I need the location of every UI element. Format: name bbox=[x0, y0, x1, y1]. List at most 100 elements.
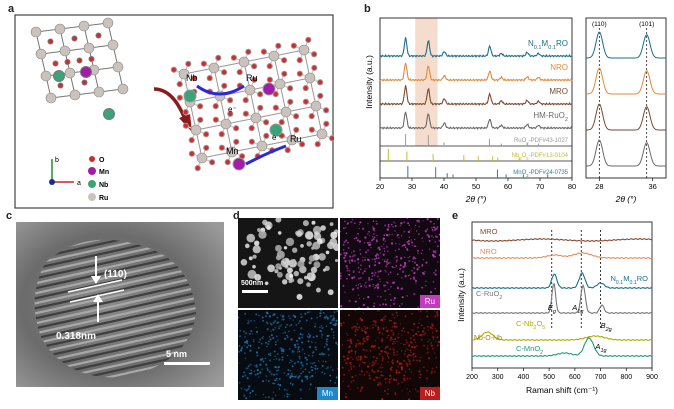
o-atom bbox=[212, 116, 219, 123]
nb-map-label: Nb bbox=[419, 387, 440, 400]
atom-legend: O Mn Nb Ru bbox=[88, 156, 109, 202]
o-atom bbox=[52, 60, 59, 67]
o-atom bbox=[260, 48, 267, 55]
legend-ru: Ru bbox=[99, 195, 108, 202]
o-atom bbox=[290, 42, 297, 49]
o-atom bbox=[272, 91, 279, 98]
o-atom bbox=[224, 159, 231, 166]
o-atom bbox=[314, 141, 321, 148]
o-atom bbox=[76, 57, 83, 64]
legend-o: O bbox=[99, 157, 105, 164]
xrd-series-line bbox=[379, 62, 573, 82]
legend-mn: Mn bbox=[99, 169, 109, 176]
o-atom bbox=[266, 76, 273, 83]
eds-maps: 500nm Ru Mn Nb bbox=[238, 218, 440, 400]
raman-series-label: C-Nb2O5 bbox=[516, 319, 545, 331]
o-atom bbox=[200, 60, 207, 67]
mn-map: Mn bbox=[238, 310, 338, 400]
ru-atom bbox=[256, 140, 268, 152]
raman-series-label: C-MnO2 bbox=[516, 344, 543, 356]
o-atom bbox=[263, 119, 270, 126]
ru-atom bbox=[107, 39, 119, 51]
o-atom bbox=[227, 97, 234, 104]
tem-scale-bar bbox=[164, 362, 210, 365]
o-atom bbox=[188, 137, 195, 144]
nb-atom bbox=[269, 123, 283, 137]
ref-label: RuO2-PDF#43-1027 bbox=[514, 138, 569, 146]
inset-tick-label: 36 bbox=[648, 182, 656, 191]
label-mn: Mn bbox=[226, 146, 239, 156]
inset-tick-label: 28 bbox=[595, 182, 603, 191]
raman-tick-label: 400 bbox=[518, 374, 530, 381]
o-atom bbox=[88, 56, 95, 62]
o-atom bbox=[296, 57, 303, 64]
mn-atom bbox=[80, 66, 92, 78]
raman-series-label: N0.1M0.1RO bbox=[610, 274, 648, 286]
ru-atom bbox=[208, 62, 220, 74]
o-atom bbox=[197, 103, 204, 110]
ru-atom bbox=[274, 78, 286, 90]
o-atom bbox=[317, 79, 324, 86]
o-atom bbox=[185, 60, 192, 67]
o-atom bbox=[287, 85, 294, 92]
o-atom bbox=[296, 70, 303, 77]
band-label: Nb-O-Nb bbox=[474, 335, 502, 342]
raman-tick-label: 800 bbox=[620, 374, 632, 381]
ref-label: Nb2O5-PDF#13-0104 bbox=[512, 153, 569, 161]
o-atom bbox=[281, 70, 288, 77]
o-atom bbox=[257, 104, 264, 111]
label-e-bottom: e⁻ bbox=[272, 133, 281, 142]
ru-atom bbox=[83, 42, 95, 54]
legend-ru-dot bbox=[88, 193, 96, 201]
mn-map-label: Mn bbox=[316, 387, 338, 400]
ru-atom bbox=[304, 72, 316, 84]
o-atom bbox=[248, 125, 255, 132]
nb-atom bbox=[183, 89, 197, 103]
raman-tick-label: 600 bbox=[569, 374, 581, 381]
ru-atom bbox=[220, 118, 232, 130]
nb-map: Nb bbox=[340, 310, 440, 400]
ru-atom bbox=[316, 128, 328, 140]
raman-series-label: NRO bbox=[480, 247, 497, 256]
o-atom bbox=[227, 110, 234, 117]
raman-series-line bbox=[471, 331, 653, 341]
legend-o-dot bbox=[89, 156, 95, 162]
o-atom bbox=[64, 59, 71, 65]
fringe-marker-1 bbox=[67, 279, 123, 293]
xrd-ylabel: Intensity (a.u.) bbox=[364, 55, 374, 109]
o-atom bbox=[233, 138, 240, 145]
legend-nb-dot bbox=[88, 180, 96, 188]
xrd-tick-label: 50 bbox=[472, 182, 480, 191]
xrd-series-label: N0.1M0.1RO bbox=[528, 39, 568, 51]
o-atom bbox=[329, 135, 334, 142]
o-atom bbox=[266, 63, 273, 70]
unit-cell-lattice bbox=[30, 17, 129, 120]
ru-map-label: Ru bbox=[419, 295, 440, 308]
inset-label-101: (101) bbox=[639, 21, 654, 28]
electron-transfer-arrow-bottom bbox=[245, 144, 287, 166]
ru-atom bbox=[280, 106, 292, 118]
inset-series-line bbox=[586, 31, 666, 59]
plane-label: (110) bbox=[104, 269, 127, 280]
o-atom bbox=[206, 75, 213, 82]
inset-series-line bbox=[586, 139, 666, 167]
label-ru-top: Ru bbox=[246, 73, 258, 83]
sem-tile: 500nm bbox=[238, 218, 338, 308]
o-atom bbox=[308, 113, 315, 120]
o-atom bbox=[275, 42, 282, 49]
o-atom bbox=[47, 38, 54, 45]
ru-atom bbox=[102, 17, 114, 29]
ru-atom bbox=[244, 84, 256, 96]
o-atom bbox=[218, 131, 225, 138]
xrd-tick-label: 60 bbox=[504, 182, 512, 191]
ru-atom bbox=[59, 45, 71, 57]
o-atom bbox=[230, 54, 237, 61]
o-atom bbox=[245, 48, 252, 55]
panel-b-letter: b bbox=[364, 3, 371, 15]
o-atom bbox=[236, 69, 243, 76]
xrd-tick-label: 20 bbox=[376, 182, 384, 191]
xrd-xlabel: 2θ (°) bbox=[465, 194, 487, 204]
raman-series-line bbox=[471, 271, 653, 289]
mn-atom bbox=[262, 82, 276, 96]
o-atom bbox=[182, 109, 189, 116]
